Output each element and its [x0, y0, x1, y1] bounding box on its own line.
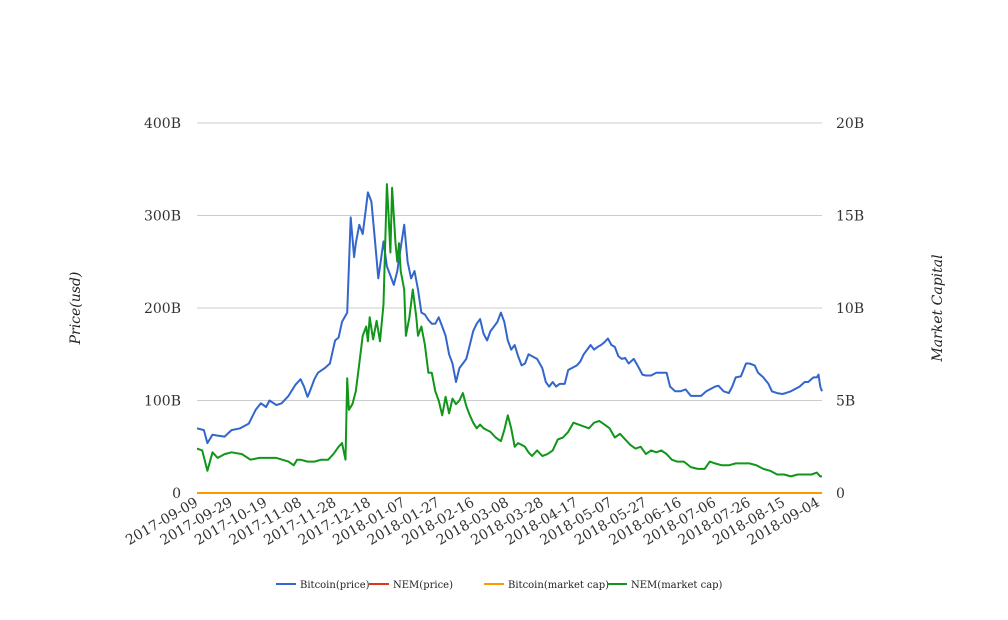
series-line-bitcoin-price — [196, 191, 823, 445]
y-right-tick-label: 20B — [836, 116, 864, 132]
y-right-tick-label: 15B — [836, 209, 864, 225]
legend-label: Bitcoin(market cap) — [508, 580, 609, 591]
legend-label: NEM(price) — [393, 580, 453, 591]
y-right-tick-label: 0 — [836, 486, 845, 502]
legend-label: Bitcoin(price) — [300, 580, 370, 591]
y-left-tick-label: 400B — [144, 116, 181, 132]
x-axis-ticks: 2017-09-092017-09-292017-10-192017-11-08… — [123, 495, 823, 549]
y-left-tick-label: 100B — [144, 394, 181, 410]
y-left-tick-label: 200B — [144, 301, 181, 317]
legend: Bitcoin(price) NEM(price) Bitcoin(market c… — [276, 580, 723, 591]
y-left-tick-label: 0 — [172, 486, 181, 502]
legend-label: NEM(market cap) — [631, 580, 723, 591]
y-right-axis-label: Market Capital — [930, 254, 946, 362]
y-right-tick-label: 5B — [836, 394, 855, 410]
left-axis-ticks: 0 100B 200B 300B 400B — [144, 116, 181, 502]
y-left-tick-label: 300B — [144, 209, 181, 225]
right-axis-ticks: 0 5B 10B 15B 20B — [836, 116, 864, 502]
series-lines — [196, 183, 823, 494]
series-line-nem-market-cap — [196, 183, 822, 478]
gridlines — [197, 122, 822, 494]
y-left-axis-label: Price(usd) — [68, 272, 84, 346]
y-right-tick-label: 10B — [836, 301, 864, 317]
